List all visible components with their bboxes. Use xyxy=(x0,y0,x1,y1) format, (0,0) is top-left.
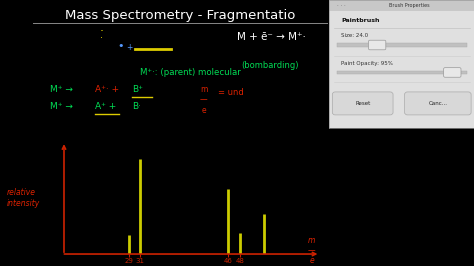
Text: Reset: Reset xyxy=(355,101,370,106)
Bar xyxy=(337,43,467,47)
Text: Canc...: Canc... xyxy=(428,101,447,106)
Text: B⁺: B⁺ xyxy=(132,85,143,94)
Text: · · ·: · · · xyxy=(337,3,346,8)
FancyBboxPatch shape xyxy=(332,92,393,115)
Text: Paint Opacity: 95%: Paint Opacity: 95% xyxy=(341,61,393,66)
Text: relative
intensity: relative intensity xyxy=(7,189,40,208)
Text: Paintbrush: Paintbrush xyxy=(341,18,380,23)
Text: Mass Spectrometry - Fragmentatio: Mass Spectrometry - Fragmentatio xyxy=(65,9,295,22)
Text: ·: · xyxy=(100,33,103,43)
Text: (bombarding): (bombarding) xyxy=(242,61,299,70)
Text: •: • xyxy=(118,41,124,51)
Text: +: + xyxy=(126,43,132,52)
Text: M⁺ →: M⁺ → xyxy=(50,85,73,94)
FancyBboxPatch shape xyxy=(405,92,471,115)
Text: M + ē⁻ → M⁺·: M + ē⁻ → M⁺· xyxy=(237,32,306,42)
Text: ·: · xyxy=(100,25,104,38)
Text: M⁺·: (parent) molecular: M⁺·: (parent) molecular xyxy=(140,68,241,77)
Text: A⁺ +: A⁺ + xyxy=(95,102,116,111)
Text: m
—
e: m — e xyxy=(200,85,208,115)
Text: Size: 24.0: Size: 24.0 xyxy=(341,33,368,38)
Text: Brush Properties: Brush Properties xyxy=(389,3,429,8)
Text: M⁺ →: M⁺ → xyxy=(50,102,73,111)
Text: B·: B· xyxy=(132,102,141,111)
Polygon shape xyxy=(341,0,445,158)
Bar xyxy=(337,71,467,74)
FancyBboxPatch shape xyxy=(368,40,386,50)
Text: m
—
e: m — e xyxy=(308,236,316,265)
Text: A⁺· +: A⁺· + xyxy=(95,85,119,94)
FancyBboxPatch shape xyxy=(444,68,461,77)
Bar xyxy=(329,0,474,11)
Text: = und: = und xyxy=(218,88,244,97)
